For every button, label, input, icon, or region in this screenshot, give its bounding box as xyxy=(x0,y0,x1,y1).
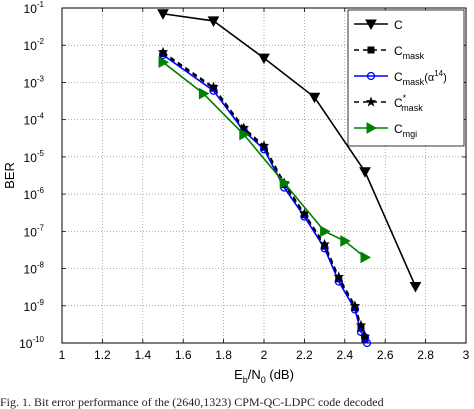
series-line xyxy=(162,54,368,344)
series-0 xyxy=(157,9,422,293)
legend-item: Cmask xyxy=(354,44,425,61)
data-point xyxy=(320,225,331,238)
y-tick-label: 10-6 xyxy=(24,186,45,202)
data-point xyxy=(333,271,344,282)
x-tick-label: 1.6 xyxy=(175,348,192,362)
legend-item: C* mask xyxy=(354,93,423,113)
y-tick-label: 10-2 xyxy=(24,37,45,53)
legend-label: Cmask xyxy=(394,44,425,61)
x-tick-label: 1.4 xyxy=(134,348,151,362)
data-point xyxy=(198,87,210,100)
y-tick-label: 10-8 xyxy=(24,261,45,277)
data-point xyxy=(207,16,220,27)
ber-chart: 1 1.2 1.4 1.6 1.8 2 2.2 2.4 2.6 2.8 3 10-1 10-2 10-3 1… xyxy=(2,0,470,385)
y-tick-label: 10-7 xyxy=(24,223,45,239)
data-point xyxy=(360,251,372,264)
data-point xyxy=(359,167,371,178)
data-point xyxy=(157,9,169,20)
x-tick-label: 1.2 xyxy=(94,348,111,362)
x-tick-label: 2.8 xyxy=(417,348,434,362)
data-point xyxy=(279,177,291,189)
data-point xyxy=(359,330,371,341)
series-4 xyxy=(158,56,372,264)
data-point xyxy=(258,53,270,65)
x-tick-label: 3 xyxy=(463,348,470,362)
data-point xyxy=(355,319,367,330)
legend-label: C* mask xyxy=(394,93,423,113)
legend-label: C xyxy=(394,18,403,32)
legend-item: C xyxy=(354,18,403,32)
figure-caption: Fig. 1. Bit error performance of the (26… xyxy=(0,395,384,409)
y-tick-label: 10-3 xyxy=(24,74,45,90)
data-point xyxy=(308,92,321,104)
x-tick-label: 1.8 xyxy=(215,348,232,362)
legend-label: Cmgi xyxy=(394,122,417,139)
y-tick-label: 10-5 xyxy=(24,149,45,165)
legend-marker xyxy=(367,46,375,54)
legend-label: Cmask(α14) xyxy=(394,69,447,87)
data-point xyxy=(319,238,330,249)
y-axis-label: BER xyxy=(2,162,17,189)
y-tick-label: 10-4 xyxy=(24,112,45,128)
data-point xyxy=(208,81,219,92)
data-point xyxy=(238,122,250,133)
data-point xyxy=(349,300,361,311)
y-tick-label: 10-1 xyxy=(24,0,45,16)
legend: C Cmask Cmask(α14) C* mask Cmgi xyxy=(347,9,465,147)
data-point xyxy=(157,46,169,57)
y-tick-label: 10-9 xyxy=(24,298,45,314)
legend-marker xyxy=(366,122,378,134)
data-point xyxy=(239,128,250,141)
data-point xyxy=(258,140,270,151)
x-tick-label: 2.6 xyxy=(377,348,394,362)
x-tick-label: 2 xyxy=(261,348,268,362)
data-point xyxy=(299,208,310,219)
series-line xyxy=(162,12,417,287)
y-tick-label: 10-10 xyxy=(19,335,44,351)
x-tick-label: 1 xyxy=(59,348,66,362)
x-tick-label: 2.4 xyxy=(336,348,353,362)
x-tick-label: 2.2 xyxy=(296,348,313,362)
data-point xyxy=(158,56,170,69)
legend-marker xyxy=(365,19,377,31)
legend-marker xyxy=(365,96,377,107)
legend-item: Cmask(α14) xyxy=(354,69,447,87)
data-point xyxy=(340,235,351,247)
x-axis-label: Eb/N0 (dB) xyxy=(234,367,294,385)
plot-frame xyxy=(61,7,467,344)
legend-marker xyxy=(366,71,376,81)
data-point xyxy=(409,281,422,293)
legend-item: Cmgi xyxy=(354,122,417,139)
